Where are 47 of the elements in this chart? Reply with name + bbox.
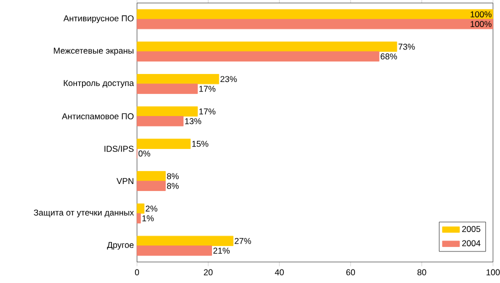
data-label: 27% (234, 238, 252, 244)
data-label: 100% (470, 11, 492, 18)
data-label: 13% (185, 118, 202, 124)
bar (136, 51, 380, 62)
x-tick-label: 40 (274, 269, 284, 276)
bar (136, 246, 212, 256)
y-tick-label: Антиспамовое ПО (62, 113, 134, 120)
data-label: 68% (380, 53, 397, 60)
legend-label: 2004 (462, 240, 480, 246)
bar (136, 9, 494, 20)
bar (136, 236, 234, 246)
data-label: 23% (220, 76, 237, 82)
bar (136, 171, 166, 182)
y-tick-label: Другое (107, 242, 134, 250)
data-label: 8% (167, 173, 179, 180)
legend-label: 2005 (462, 226, 480, 232)
data-label: 0% (138, 150, 150, 157)
bar (136, 106, 198, 117)
x-tick-label: 100 (486, 269, 500, 276)
y-tick-label: Межсетевые экраны (54, 48, 134, 56)
data-label: 100% (470, 21, 492, 28)
data-label: 73% (398, 44, 415, 50)
y-tick-label: VPN (116, 178, 134, 184)
bar (136, 18, 494, 30)
bar (136, 203, 144, 214)
data-label: 1% (142, 215, 154, 222)
data-label: 15% (192, 140, 208, 147)
bar (136, 213, 141, 224)
data-label: 17% (199, 86, 216, 92)
bar (136, 116, 184, 126)
x-tick-label: 0 (134, 269, 140, 276)
y-tick-label: Защита от утечки данных (34, 210, 134, 218)
data-label: 2% (146, 206, 158, 212)
bar (136, 180, 166, 192)
bar (136, 74, 220, 84)
y-tick-label: Контроль доступа (64, 80, 134, 88)
y-tick-label: IDS/IPS (104, 146, 134, 152)
data-label: 21% (213, 248, 230, 254)
bar (136, 84, 198, 94)
x-tick-label: 60 (346, 269, 355, 276)
x-tick-label: 80 (417, 269, 426, 276)
data-label: 8% (167, 182, 179, 189)
x-tick-label: 20 (204, 269, 213, 276)
data-label: 17% (199, 108, 216, 114)
y-tick-label: Антивирусное ПО (63, 15, 134, 24)
bar (136, 138, 191, 149)
bar (136, 42, 398, 52)
